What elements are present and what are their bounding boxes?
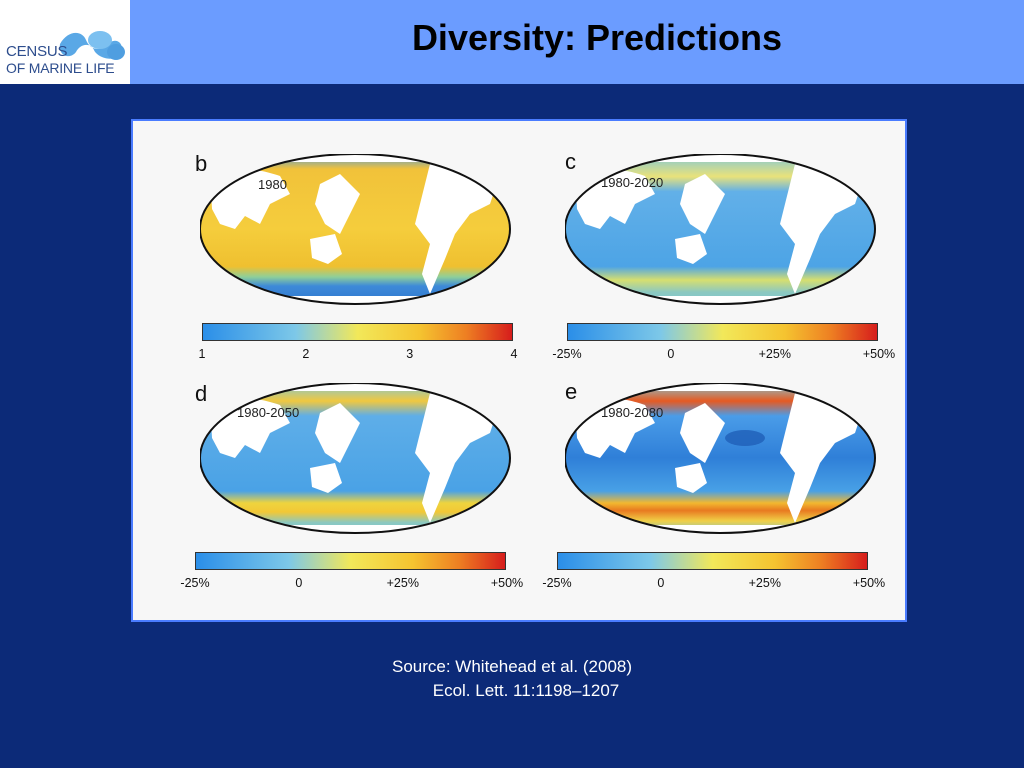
tick-label: +50% (862, 347, 896, 361)
panel-letter: b (195, 151, 208, 176)
panel-e: e 1980-2080 -25% 0 +25% +50% (521, 361, 909, 601)
colorbar (195, 552, 506, 570)
world-map-1980-2050 (200, 383, 511, 534)
tick-label: +50% (490, 576, 524, 590)
slide-header (0, 0, 1024, 84)
source-line-2: Ecol. Lett. 11:1198–1207 (432, 681, 620, 700)
panel-d: d 1980-2050 -25% 0 +25% +50% (133, 361, 524, 601)
world-map-1980-2080 (565, 383, 876, 534)
census-of-marine-life-logo: CENSUS OF MARINE LIFE (0, 0, 130, 84)
period-label: 1980-2050 (237, 405, 300, 420)
logo-swirl-icon (59, 31, 125, 60)
tick-label: -25% (542, 576, 572, 590)
source-line-1: Source: Whitehead et al. (2008) (391, 657, 633, 676)
tick-label: +25% (758, 347, 791, 361)
tick-label: +25% (386, 576, 419, 590)
period-label: 1980-2020 (601, 175, 664, 190)
tick-label: 3 (406, 347, 414, 361)
colorbar (202, 323, 513, 341)
tick-label: 4 (510, 347, 518, 361)
panel-letter: e (565, 379, 578, 404)
tick-label: 0 (667, 347, 675, 361)
tick-label: +50% (852, 576, 886, 590)
panel-letter: d (195, 381, 208, 406)
period-label: 1980-2080 (601, 405, 664, 420)
world-map-1980-2020 (565, 154, 876, 305)
panel-letter: c (565, 149, 576, 174)
slide-title: Diversity: Predictions (411, 17, 783, 58)
panel-c: c 1980-2020 -25% 0 +25% +50% (521, 121, 909, 361)
tick-label: -25% (552, 347, 582, 361)
colorbar (557, 552, 868, 570)
logo-line-census: CENSUS (6, 43, 68, 60)
source-citation: Source: Whitehead et al. (2008) Ecol. Le… (0, 655, 1024, 703)
diversity-maps-figure: b 1980 1 2 3 4 c 1980-2020 (131, 119, 907, 622)
tick-label: 0 (295, 576, 303, 590)
colorbar (567, 323, 878, 341)
tick-label: 2 (302, 347, 310, 361)
tick-label: 0 (657, 576, 665, 590)
logo-line-marine-life: OF MARINE LIFE (6, 60, 115, 76)
tick-label: +25% (748, 576, 781, 590)
tick-label: 1 (198, 347, 206, 361)
tick-label: -25% (180, 576, 210, 590)
period-label: 1980 (258, 177, 287, 192)
world-map-1980 (200, 154, 511, 305)
panel-b: b 1980 1 2 3 4 (133, 121, 521, 361)
